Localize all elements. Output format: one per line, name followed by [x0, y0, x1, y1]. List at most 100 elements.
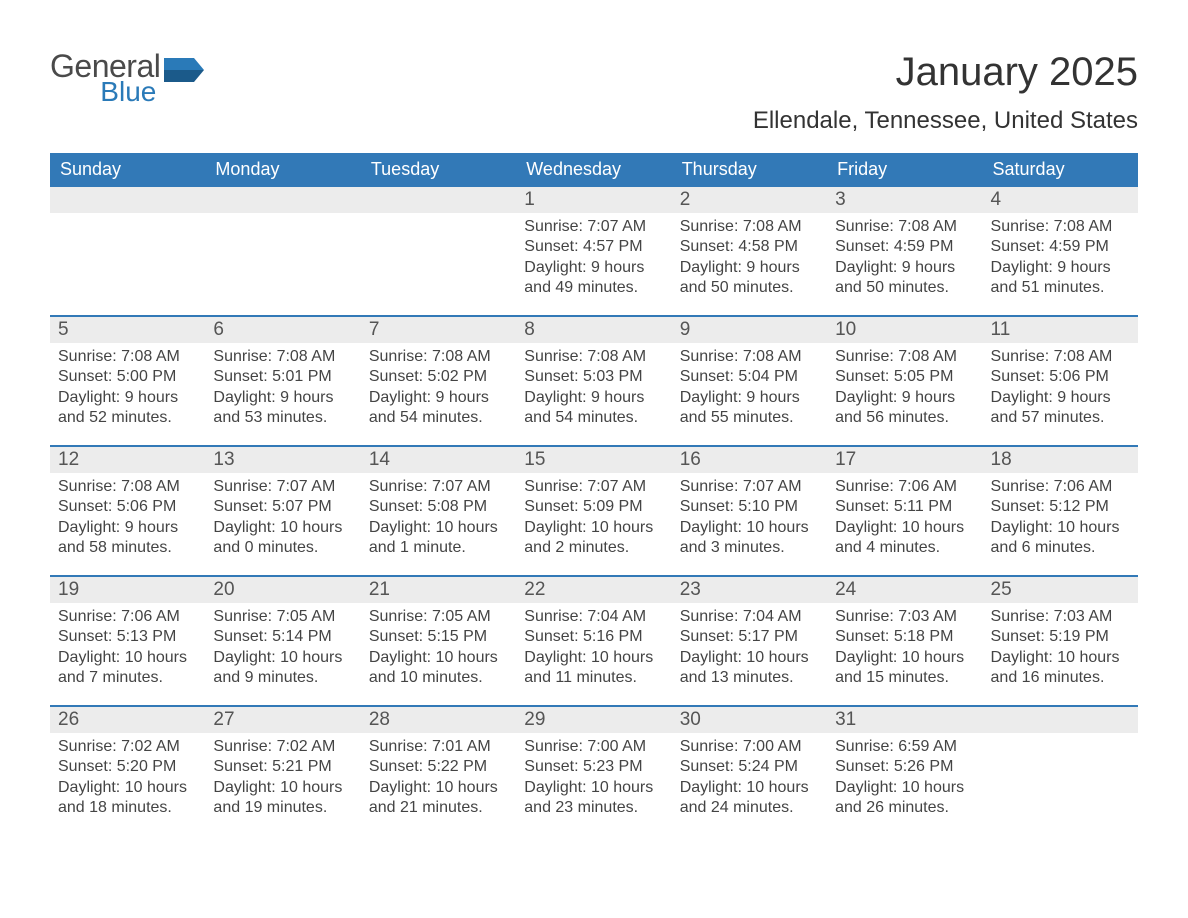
day-cell: 25 Sunrise: 7:03 AMSunset: 5:19 PMDayligh… [983, 577, 1138, 705]
sunset-text: Sunset: 5:17 PM [680, 627, 819, 647]
sunrise-text: Sunrise: 7:03 AM [835, 607, 974, 627]
daylight-text: Daylight: 10 hours and 11 minutes. [524, 648, 663, 689]
daylight-text: Daylight: 10 hours and 26 minutes. [835, 778, 974, 819]
day-details: Sunrise: 7:08 AMSunset: 4:58 PMDaylight:… [672, 213, 827, 305]
day-number: 25 [991, 579, 1012, 600]
day-details: Sunrise: 7:06 AMSunset: 5:13 PMDaylight:… [50, 603, 205, 695]
sunrise-text: Sunrise: 7:06 AM [835, 477, 974, 497]
day-cell: 8Sunrise: 7:08 AMSunset: 5:03 PMDaylight… [516, 317, 671, 445]
day-cell: 23Sunrise: 7:04 AMSunset: 5:17 PMDayligh… [672, 577, 827, 705]
day-details: Sunrise: 7:07 AMSunset: 5:10 PMDaylight:… [672, 473, 827, 565]
daylight-text: Daylight: 10 hours and 6 minutes. [991, 518, 1130, 559]
empty-day [50, 187, 205, 213]
day-cell: 6Sunrise: 7:08 AMSunset: 5:01 PMDaylight… [205, 317, 360, 445]
daylight-text: Daylight: 10 hours and 4 minutes. [835, 518, 974, 559]
day-number: 7 [369, 319, 380, 340]
day-number: 17 [835, 449, 856, 470]
sunrise-text: Sunrise: 7:02 AM [58, 737, 197, 757]
day-details: Sunrise: 7:02 AMSunset: 5:20 PMDaylight:… [50, 733, 205, 825]
day-cell: 10Sunrise: 7:08 AMSunset: 5:05 PMDayligh… [827, 317, 982, 445]
sunrise-text: Sunrise: 7:02 AM [213, 737, 352, 757]
sunset-text: Sunset: 5:12 PM [991, 497, 1130, 517]
day-details: Sunrise: 7:08 AMSunset: 5:06 PMDaylight:… [50, 473, 205, 565]
daylight-text: Daylight: 9 hours and 51 minutes. [991, 258, 1130, 299]
day-number: 30 [680, 709, 701, 730]
daylight-text: Daylight: 10 hours and 15 minutes. [835, 648, 974, 689]
sunrise-text: Sunrise: 7:07 AM [524, 477, 663, 497]
weekday-header: Saturday [983, 153, 1138, 187]
daylight-text: Daylight: 10 hours and 10 minutes. [369, 648, 508, 689]
daylight-text: Daylight: 10 hours and 7 minutes. [58, 648, 197, 689]
month-title: January 2025 [753, 50, 1138, 95]
sunset-text: Sunset: 5:04 PM [680, 367, 819, 387]
sunrise-text: Sunrise: 7:08 AM [524, 347, 663, 367]
weekday-header: Thursday [672, 153, 827, 187]
day-cell: 3Sunrise: 7:08 AMSunset: 4:59 PMDaylight… [827, 187, 982, 315]
sunrise-text: Sunrise: 7:06 AM [58, 607, 197, 627]
sunset-text: Sunset: 5:16 PM [524, 627, 663, 647]
daylight-text: Daylight: 10 hours and 24 minutes. [680, 778, 819, 819]
day-cell: 7Sunrise: 7:08 AMSunset: 5:02 PMDaylight… [361, 317, 516, 445]
sunset-text: Sunset: 5:06 PM [991, 367, 1130, 387]
day-details: Sunrise: 7:00 AMSunset: 5:23 PMDaylight:… [516, 733, 671, 825]
day-cell: 21Sunrise: 7:05 AMSunset: 5:15 PMDayligh… [361, 577, 516, 705]
week-row: 12Sunrise: 7:08 AMSunset: 5:06 PMDayligh… [50, 445, 1138, 575]
empty-day [983, 707, 1138, 733]
sunrise-text: Sunrise: 7:00 AM [524, 737, 663, 757]
daylight-text: Daylight: 9 hours and 55 minutes. [680, 388, 819, 429]
sunset-text: Sunset: 4:57 PM [524, 237, 663, 257]
day-number: 20 [213, 579, 234, 600]
day-number: 5 [58, 319, 69, 340]
day-cell [983, 707, 1138, 835]
day-cell: 15Sunrise: 7:07 AMSunset: 5:09 PMDayligh… [516, 447, 671, 575]
weekday-header: Friday [827, 153, 982, 187]
sunset-text: Sunset: 5:24 PM [680, 757, 819, 777]
daylight-text: Daylight: 10 hours and 18 minutes. [58, 778, 197, 819]
daylight-text: Daylight: 9 hours and 57 minutes. [991, 388, 1130, 429]
sunrise-text: Sunrise: 7:07 AM [369, 477, 508, 497]
sunrise-text: Sunrise: 7:08 AM [213, 347, 352, 367]
sunrise-text: Sunrise: 7:05 AM [369, 607, 508, 627]
sunrise-text: Sunrise: 7:08 AM [680, 217, 819, 237]
day-details: Sunrise: 7:08 AMSunset: 5:05 PMDaylight:… [827, 343, 982, 435]
calendar: SundayMondayTuesdayWednesdayThursdayFrid… [50, 153, 1138, 835]
day-number: 28 [369, 709, 390, 730]
day-number: 11 [991, 319, 1011, 340]
day-number: 4 [991, 189, 1002, 210]
sunset-text: Sunset: 5:13 PM [58, 627, 197, 647]
empty-day [205, 187, 360, 213]
day-cell [205, 187, 360, 315]
title-block: January 2025 Ellendale, Tennessee, Unite… [753, 50, 1138, 135]
day-details: Sunrise: 7:03 AMSunset: 5:19 PMDaylight:… [983, 603, 1138, 695]
logo-text: General Blue [50, 50, 160, 106]
daylight-text: Daylight: 9 hours and 50 minutes. [680, 258, 819, 299]
day-cell: 30Sunrise: 7:00 AMSunset: 5:24 PMDayligh… [672, 707, 827, 835]
sunrise-text: Sunrise: 7:07 AM [524, 217, 663, 237]
day-details: Sunrise: 7:07 AMSunset: 5:09 PMDaylight:… [516, 473, 671, 565]
day-number: 29 [524, 709, 545, 730]
sunrise-text: Sunrise: 7:08 AM [58, 347, 197, 367]
daylight-text: Daylight: 10 hours and 13 minutes. [680, 648, 819, 689]
sunrise-text: Sunrise: 7:08 AM [991, 217, 1130, 237]
day-details: Sunrise: 7:08 AMSunset: 5:06 PMDaylight:… [983, 343, 1138, 435]
sunrise-text: Sunrise: 7:03 AM [991, 607, 1130, 627]
daylight-text: Daylight: 10 hours and 0 minutes. [213, 518, 352, 559]
daylight-text: Daylight: 9 hours and 54 minutes. [369, 388, 508, 429]
sunset-text: Sunset: 5:02 PM [369, 367, 508, 387]
day-cell: 17Sunrise: 7:06 AMSunset: 5:11 PMDayligh… [827, 447, 982, 575]
day-details: Sunrise: 7:08 AMSunset: 5:03 PMDaylight:… [516, 343, 671, 435]
sunset-text: Sunset: 5:07 PM [213, 497, 352, 517]
sunset-text: Sunset: 5:14 PM [213, 627, 352, 647]
day-details: Sunrise: 6:59 AMSunset: 5:26 PMDaylight:… [827, 733, 982, 825]
day-number: 31 [835, 709, 856, 730]
day-details: Sunrise: 7:08 AMSunset: 5:01 PMDaylight:… [205, 343, 360, 435]
day-cell: 1Sunrise: 7:07 AMSunset: 4:57 PMDaylight… [516, 187, 671, 315]
day-cell: 2Sunrise: 7:08 AMSunset: 4:58 PMDaylight… [672, 187, 827, 315]
week-row: 5Sunrise: 7:08 AMSunset: 5:00 PMDaylight… [50, 315, 1138, 445]
day-number: 1 [524, 189, 535, 210]
day-details: Sunrise: 7:03 AMSunset: 5:18 PMDaylight:… [827, 603, 982, 695]
weekday-header: Wednesday [516, 153, 671, 187]
sunset-text: Sunset: 5:23 PM [524, 757, 663, 777]
sunrise-text: Sunrise: 7:06 AM [991, 477, 1130, 497]
daylight-text: Daylight: 10 hours and 23 minutes. [524, 778, 663, 819]
